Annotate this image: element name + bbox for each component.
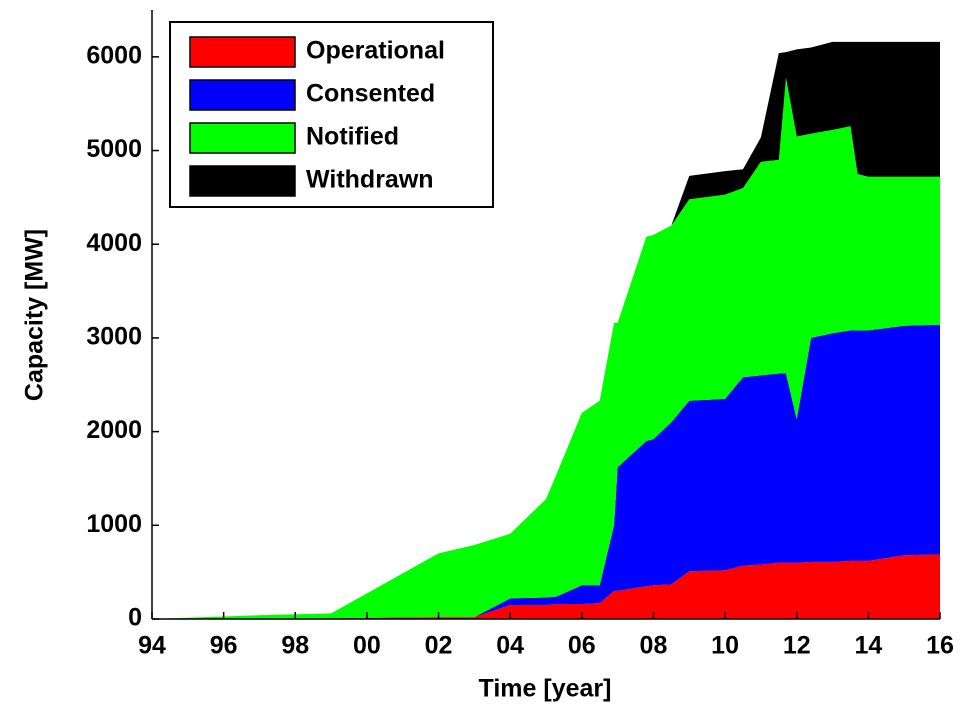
x-tick-label: 10 (711, 632, 739, 660)
legend-label: Operational (306, 37, 445, 65)
x-tick-label: 94 (138, 632, 166, 660)
x-tick-label: 98 (281, 632, 309, 660)
x-tick-label: 16 (926, 632, 954, 660)
x-tick-label: 06 (568, 632, 596, 660)
legend-swatch (189, 165, 296, 197)
area (152, 554, 940, 619)
legend-swatch (189, 36, 296, 68)
legend-label: Consented (306, 80, 435, 108)
y-axis-label: Capacity [MW] (21, 229, 49, 401)
area (152, 77, 940, 620)
x-tick-label: 08 (640, 632, 668, 660)
x-tick-label: 02 (425, 632, 453, 660)
area (152, 324, 940, 619)
x-tick-label: 96 (210, 632, 238, 660)
y-tick-label: 3000 (86, 323, 142, 351)
y-tick-label: 2000 (86, 416, 142, 444)
area (152, 41, 940, 619)
y-tick-label: 6000 (86, 41, 142, 69)
legend-label: Withdrawn (306, 166, 434, 194)
x-tick-label: 14 (854, 632, 882, 660)
x-tick-label: 12 (783, 632, 811, 660)
y-tick-label: 1000 (86, 510, 142, 538)
y-tick-label: 0 (128, 604, 142, 632)
x-axis-label: Time [year] (479, 675, 612, 703)
y-tick-label: 4000 (86, 229, 142, 257)
y-tick-label: 5000 (86, 135, 142, 163)
x-tick-label: 00 (353, 632, 381, 660)
legend-swatch (189, 79, 296, 111)
legend-swatch (189, 122, 296, 154)
x-tick-label: 04 (496, 632, 524, 660)
legend-label: Notified (306, 123, 399, 151)
